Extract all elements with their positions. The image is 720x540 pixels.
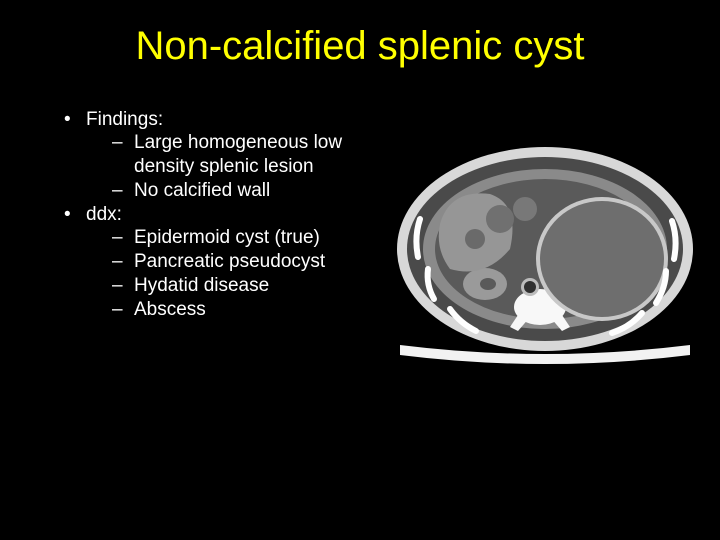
ct-bowel-loop	[513, 197, 537, 221]
ct-rib	[416, 219, 420, 257]
ct-scan-image	[390, 109, 700, 377]
ct-bowel-loop	[465, 229, 485, 249]
sub-list-item: Large homogeneous low density splenic le…	[112, 131, 380, 179]
ct-splenic-cyst	[540, 201, 664, 317]
sub-list-item: Epidermoid cyst (true)	[112, 226, 380, 250]
ct-kidney-pelvis	[480, 278, 496, 290]
sub-list: Epidermoid cyst (true) Pancreatic pseudo…	[86, 226, 380, 321]
ct-aorta-lumen	[524, 281, 536, 293]
sub-list-item: No calcified wall	[112, 179, 380, 203]
content-row: Findings: Large homogeneous low density …	[0, 69, 720, 377]
list-item-label: ddx:	[86, 204, 122, 225]
ct-rib	[672, 221, 676, 259]
sub-list-item: Abscess	[112, 298, 380, 322]
ct-bowel-loop	[486, 205, 514, 233]
list-item: ddx: Epidermoid cyst (true) Pancreatic p…	[64, 204, 380, 321]
list-item: Findings: Large homogeneous low density …	[64, 109, 380, 202]
page-title: Non-calcified splenic cyst	[0, 0, 720, 69]
sub-list-item: Pancreatic pseudocyst	[112, 250, 380, 274]
image-column	[390, 109, 700, 377]
bullet-column: Findings: Large homogeneous low density …	[40, 109, 380, 377]
bullet-list: Findings: Large homogeneous low density …	[40, 109, 380, 321]
sub-list-item: Hydatid disease	[112, 274, 380, 298]
list-item-label: Findings:	[86, 109, 163, 130]
sub-list: Large homogeneous low density splenic le…	[86, 131, 380, 202]
